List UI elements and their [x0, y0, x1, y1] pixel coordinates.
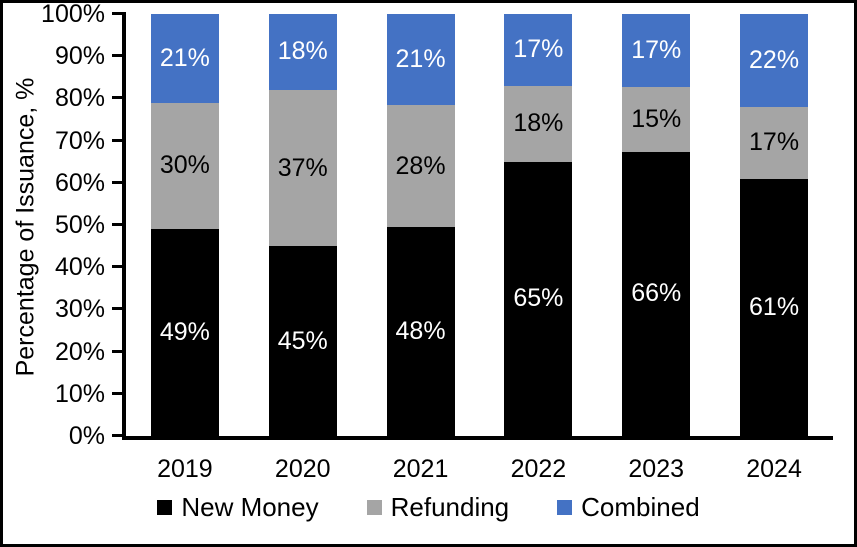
legend-item-combined: Combined	[557, 492, 700, 523]
y-tick-label: 40%	[54, 253, 105, 282]
bar-column-2019: 21% 30% 49%	[126, 14, 244, 436]
bar-value-label: 37%	[277, 153, 328, 182]
y-tick-label: 10%	[54, 379, 105, 408]
legend-swatch-refunding	[366, 499, 382, 515]
bar-value-label: 21%	[159, 43, 210, 72]
bar-segment-refunding: 28%	[386, 105, 455, 228]
bar-segment-refunding: 30%	[150, 102, 219, 230]
bar-value-label: 28%	[395, 151, 446, 180]
bar-value-label: 30%	[159, 151, 210, 180]
legend-label: New Money	[181, 491, 319, 522]
y-tick-label: 80%	[54, 84, 105, 113]
y-axis-tick-marks	[3, 3, 854, 544]
bar-column-2021: 21% 28% 48%	[362, 14, 480, 436]
legend-label: Refunding	[390, 491, 510, 522]
legend-swatch-combined	[557, 499, 573, 515]
y-tick-label: 90%	[54, 42, 105, 71]
stacked-bar: 21% 30% 49%	[150, 14, 219, 436]
bar-value-label: 49%	[159, 318, 210, 347]
bar-value-label: 15%	[631, 104, 682, 133]
stacked-bar: 22% 17% 61%	[740, 14, 809, 436]
bar-segment-combined: 21%	[150, 14, 219, 103]
bar-column-2024: 22% 17% 61%	[715, 14, 833, 436]
legend-item-refunding: Refunding	[366, 491, 510, 523]
x-tick-label: 2022	[510, 455, 567, 483]
bar-segment-combined: 17%	[504, 14, 573, 86]
y-tick-mark	[112, 265, 122, 269]
bar-column-2022: 17% 18% 65%	[479, 14, 597, 436]
bar-value-label: 17%	[513, 35, 564, 64]
bar-segment-new-money: 49%	[150, 229, 219, 436]
y-tick-label: 20%	[54, 337, 105, 366]
bar-value-label: 65%	[513, 284, 564, 313]
y-axis-tick-labels: 0% 10% 20% 30% 40% 50% 60% 70% 80% 90% 100%	[3, 3, 105, 544]
y-tick-label: 70%	[54, 126, 105, 155]
y-tick-label: 60%	[54, 168, 105, 197]
bar-segment-refunding: 17%	[740, 106, 809, 179]
y-tick-mark	[112, 349, 122, 353]
bar-segment-refunding: 18%	[504, 85, 573, 162]
y-tick-mark	[112, 138, 122, 142]
y-tick-label: 30%	[54, 295, 105, 324]
x-tick-label: 2024	[746, 455, 802, 483]
stacked-bar: 17% 18% 65%	[504, 14, 573, 436]
bar-value-label: 17%	[749, 128, 800, 157]
y-tick-mark	[112, 223, 122, 226]
legend-item-new-money: New Money	[157, 491, 319, 523]
y-axis-line	[122, 12, 126, 440]
bar-segment-new-money: 48%	[386, 227, 455, 436]
bar-value-label: 66%	[631, 279, 682, 308]
stacked-bar: 18% 37% 45%	[268, 14, 337, 436]
bar-segment-new-money: 61%	[740, 178, 809, 436]
bar-value-label: 48%	[395, 317, 446, 346]
bar-value-label: 18%	[277, 37, 328, 66]
bar-segment-refunding: 37%	[268, 89, 337, 247]
x-axis-labels: 2019 2020 2021 2022 2023 2024	[126, 455, 833, 483]
bar-segment-combined: 21%	[386, 14, 455, 106]
y-tick-mark	[112, 180, 122, 184]
y-tick-label: 0%	[68, 422, 105, 450]
x-tick-label: 2021	[392, 455, 449, 483]
bar-value-label: 17%	[631, 36, 682, 65]
stacked-bar: 17% 15% 66%	[622, 14, 691, 436]
bar-value-label: 21%	[395, 45, 446, 74]
y-tick-label: 50%	[54, 211, 105, 239]
bar-segment-new-money: 45%	[268, 246, 337, 436]
y-tick-mark	[112, 54, 122, 58]
bar-value-label: 22%	[749, 45, 800, 74]
y-tick-mark	[112, 307, 122, 311]
bar-value-label: 61%	[749, 292, 800, 321]
bar-column-2020: 18% 37% 45%	[244, 14, 362, 436]
bar-segment-new-money: 66%	[622, 151, 691, 436]
legend-label: Combined	[581, 491, 700, 522]
bar-value-label: 45%	[277, 326, 328, 355]
y-tick-mark	[112, 96, 122, 100]
x-tick-label: 2023	[628, 455, 685, 483]
bar-column-2023: 17% 15% 66%	[597, 14, 715, 436]
y-tick-mark	[112, 391, 122, 395]
x-tick-label: 2020	[274, 455, 331, 483]
y-tick-label: 100%	[41, 0, 105, 28]
bar-segment-refunding: 15%	[622, 87, 691, 152]
plot-area: 21% 30% 49% 18% 37% 45% 21% 28% 48% 17% 18% 65% 17% 1…	[126, 14, 833, 436]
bar-segment-combined: 17%	[622, 14, 691, 88]
bar-segment-combined: 18%	[268, 14, 337, 90]
legend-swatch-new-money	[157, 499, 173, 515]
bar-segment-combined: 22%	[740, 14, 809, 107]
bar-segment-new-money: 65%	[504, 161, 573, 436]
stacked-bar: 21% 28% 48%	[386, 14, 455, 436]
bar-value-label: 18%	[513, 109, 564, 138]
x-tick-label: 2019	[157, 455, 213, 483]
x-axis-line	[122, 436, 833, 440]
y-tick-mark	[112, 434, 122, 437]
y-tick-mark	[112, 12, 122, 15]
legend: New Money Refunding Combined	[3, 491, 854, 523]
